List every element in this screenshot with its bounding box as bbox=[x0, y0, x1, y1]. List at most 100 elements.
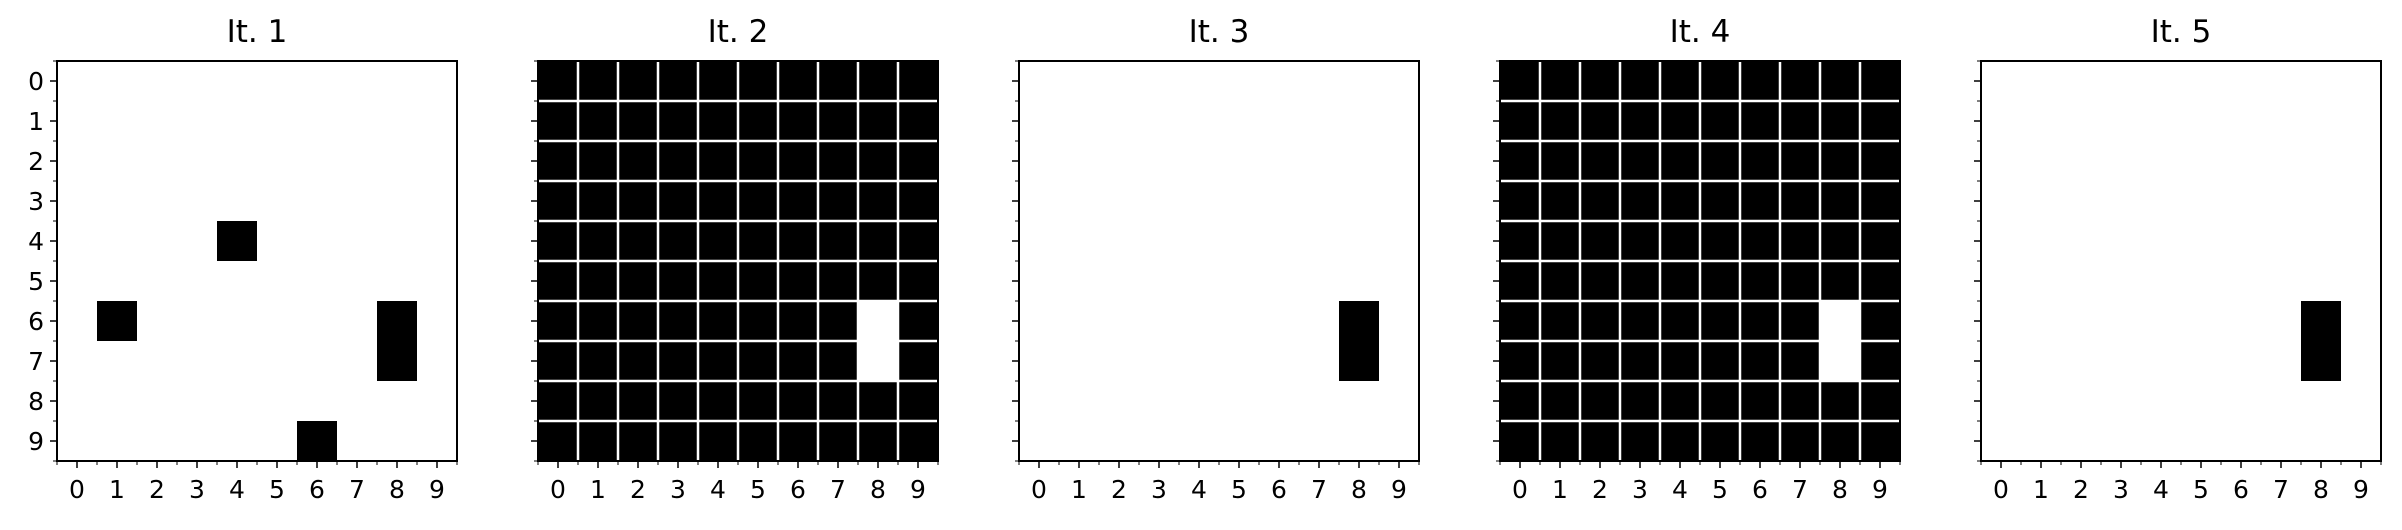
heatmap-cell bbox=[1500, 101, 1540, 141]
heatmap-cell bbox=[1540, 381, 1580, 421]
x-tick-label: 1 bbox=[109, 475, 125, 504]
heatmap-cell bbox=[1780, 101, 1820, 141]
x-tick-label: 5 bbox=[1231, 475, 1247, 504]
heatmap-cell bbox=[1660, 261, 1700, 301]
heatmap-cell bbox=[1540, 101, 1580, 141]
heatmap-panel-2: It. 2 0 1 2 3 4 5 6 7 8 9 bbox=[531, 14, 939, 504]
heatmap-cell bbox=[538, 381, 578, 421]
heatmap-cell bbox=[818, 61, 858, 101]
heatmap-cell bbox=[858, 101, 898, 141]
heatmap-cell bbox=[818, 221, 858, 261]
panel-title: It. 3 bbox=[1189, 14, 1250, 50]
x-tick-label: 4 bbox=[710, 475, 726, 504]
panel-title: It. 5 bbox=[2151, 14, 2212, 50]
heatmap-cell bbox=[578, 261, 618, 301]
heatmap-cell bbox=[1860, 181, 1900, 221]
heatmap-cell bbox=[1780, 61, 1820, 101]
x-tick-label: 3 bbox=[2113, 475, 2129, 504]
heatmap-cell bbox=[1500, 341, 1540, 381]
heatmap-cell bbox=[658, 221, 698, 261]
heatmap-cell bbox=[1740, 341, 1780, 381]
x-tick-label: 6 bbox=[790, 475, 806, 504]
heatmap-cell bbox=[818, 381, 858, 421]
heatmap-cell bbox=[1500, 181, 1540, 221]
y-tick-label: 1 bbox=[28, 107, 44, 136]
panel-title: It. 4 bbox=[1670, 14, 1731, 50]
heatmap-cell bbox=[1660, 221, 1700, 261]
y-tick-label: 8 bbox=[28, 387, 44, 416]
plot-area bbox=[1981, 61, 2381, 461]
x-tick-label: 2 bbox=[1111, 475, 1127, 504]
heatmap-cell bbox=[538, 101, 578, 141]
heatmap-cell bbox=[618, 101, 658, 141]
heatmap-cell bbox=[858, 261, 898, 301]
heatmap-cell bbox=[1620, 221, 1660, 261]
y-tick-label: 0 bbox=[28, 67, 44, 96]
heatmap-cell bbox=[1780, 421, 1820, 461]
heatmap-panel-4: It. 4 0 1 2 3 4 5 6 7 8 9 bbox=[1493, 14, 1901, 504]
heatmap-cell bbox=[898, 181, 938, 221]
heatmap-cell bbox=[1540, 141, 1580, 181]
x-tick-label: 0 bbox=[1512, 475, 1528, 504]
heatmap-cell-empty bbox=[1819, 340, 1861, 382]
heatmap-cell bbox=[538, 341, 578, 381]
heatmap-cell bbox=[778, 221, 818, 261]
heatmap-cell bbox=[818, 261, 858, 301]
heatmap-cell bbox=[1660, 61, 1700, 101]
heatmap-cell bbox=[1740, 261, 1780, 301]
heatmap-cell bbox=[898, 141, 938, 181]
heatmap-cell bbox=[1860, 61, 1900, 101]
heatmap-cell bbox=[1780, 141, 1820, 181]
x-tick-label: 3 bbox=[1632, 475, 1648, 504]
heatmap-cell bbox=[1820, 101, 1860, 141]
x-tick-label: 3 bbox=[670, 475, 686, 504]
heatmap-cell bbox=[1820, 61, 1860, 101]
heatmap-cell bbox=[818, 181, 858, 221]
heatmap-cell bbox=[1820, 221, 1860, 261]
heatmap-cell bbox=[898, 101, 938, 141]
heatmap-cell bbox=[658, 101, 698, 141]
x-tick-label: 8 bbox=[1351, 475, 1367, 504]
heatmap-cell bbox=[578, 421, 618, 461]
heatmap-cell bbox=[778, 301, 818, 341]
heatmap-cell bbox=[1660, 101, 1700, 141]
x-tick-label: 6 bbox=[309, 475, 325, 504]
heatmap-cell bbox=[1580, 341, 1620, 381]
heatmap-cell bbox=[1580, 141, 1620, 181]
heatmap-cell bbox=[1580, 421, 1620, 461]
heatmap-cell bbox=[698, 101, 738, 141]
heatmap-cell bbox=[1500, 261, 1540, 301]
panel-title: It. 1 bbox=[227, 14, 288, 50]
heatmap-panel-5: It. 5 0 1 2 3 4 5 6 7 8 9 bbox=[1974, 14, 2382, 504]
y-tick-label: 9 bbox=[28, 427, 44, 456]
heatmap-cell bbox=[898, 421, 938, 461]
heatmap-cell bbox=[2301, 301, 2341, 341]
heatmap-cell bbox=[738, 261, 778, 301]
heatmap-cell bbox=[1700, 221, 1740, 261]
heatmap-cell bbox=[1860, 301, 1900, 341]
plot-area bbox=[1019, 61, 1419, 461]
heatmap-cell bbox=[698, 421, 738, 461]
heatmap-cell bbox=[898, 381, 938, 421]
heatmap-cell bbox=[1860, 101, 1900, 141]
x-tick-label: 6 bbox=[1271, 475, 1287, 504]
heatmap-cell bbox=[1339, 301, 1379, 341]
heatmap-cell bbox=[818, 341, 858, 381]
heatmap-cell bbox=[538, 261, 578, 301]
heatmap-cell bbox=[1540, 261, 1580, 301]
x-tick-label: 7 bbox=[1792, 475, 1808, 504]
heatmap-cell bbox=[858, 381, 898, 421]
heatmap-cell bbox=[1540, 181, 1580, 221]
heatmap-cell bbox=[1700, 301, 1740, 341]
heatmap-cell bbox=[618, 301, 658, 341]
heatmap-cell bbox=[738, 221, 778, 261]
x-tick-label: 5 bbox=[750, 475, 766, 504]
x-tick-label: 2 bbox=[149, 475, 165, 504]
heatmap-cell bbox=[217, 221, 257, 261]
heatmap-cell bbox=[698, 181, 738, 221]
x-tick-label: 6 bbox=[1752, 475, 1768, 504]
panel-title: It. 2 bbox=[708, 14, 769, 50]
heatmap-cell bbox=[1700, 141, 1740, 181]
heatmap-cell bbox=[618, 221, 658, 261]
heatmap-cell bbox=[618, 381, 658, 421]
